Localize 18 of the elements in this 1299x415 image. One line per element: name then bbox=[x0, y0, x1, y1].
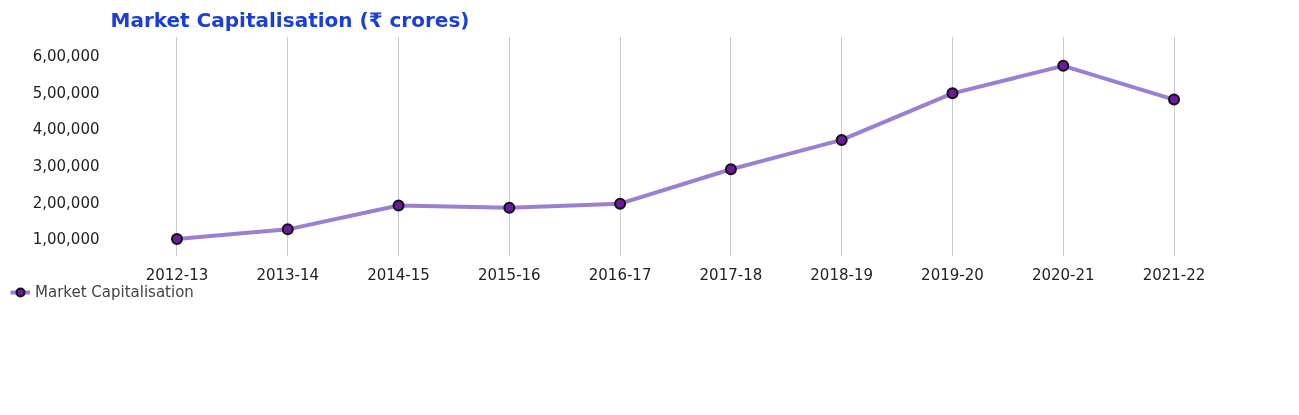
x-tick-label: 2021-22 bbox=[1142, 265, 1206, 284]
x-tick-label: 2019-20 bbox=[921, 265, 984, 284]
y-tick-label: 1,00,000 bbox=[32, 230, 100, 249]
legend-label: Market Capitalisation bbox=[35, 283, 194, 301]
y-tick-label: 3,00,000 bbox=[32, 156, 100, 175]
y-tick-label: 2,00,000 bbox=[32, 193, 100, 212]
x-tick-label: 2020-21 bbox=[1031, 265, 1095, 284]
x-tick-label: 2017-18 bbox=[699, 265, 763, 284]
chart-title: Market Capitalisation (₹ crores) bbox=[110, 7, 470, 32]
y-tick-label: 5,00,000 bbox=[32, 83, 100, 102]
x-tick-label: 2015-16 bbox=[477, 265, 541, 284]
x-tick-label: 2013-14 bbox=[256, 265, 320, 284]
y-tick-label: 4,00,000 bbox=[32, 120, 100, 139]
x-tick-label: 2016-17 bbox=[588, 265, 652, 284]
x-tick-label: 2014-15 bbox=[367, 265, 430, 284]
x-tick-label: 2018-19 bbox=[810, 265, 874, 284]
y-tick-label: 6,00,000 bbox=[32, 46, 100, 65]
x-tick-label: 2012-13 bbox=[145, 265, 209, 284]
